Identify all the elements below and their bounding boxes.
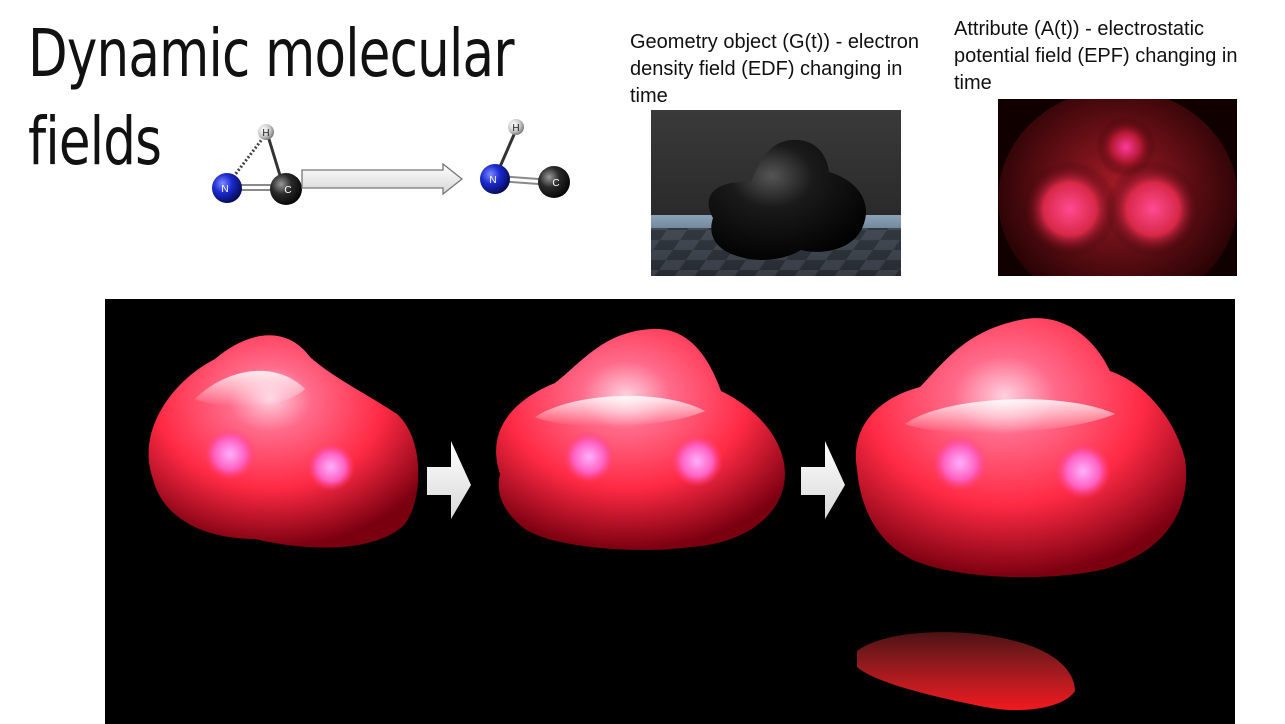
carbon-label: C [552,178,559,189]
sequence-frame-1 [148,335,419,548]
carbon-label: C [284,185,291,196]
slide-title-line-2: fields [28,103,162,180]
electrostatic-potential-field-render [998,99,1237,276]
hydrogen-label: H [262,128,269,139]
nitrogen-atom [480,164,510,194]
edf-caption: Geometry object (G(t)) - electron densit… [630,31,919,107]
nitrogen-label: N [221,184,228,195]
sequence-arrow-icon [427,441,471,519]
epf-carbon-lobe [1105,161,1201,257]
sequence-frame-3 [855,318,1187,711]
epf-hydrogen-lobe [1096,117,1156,177]
carbon-atom [270,173,302,205]
sequence-arrow-icon [801,441,845,519]
frame-3-reflection [857,632,1075,711]
molecule-initial: H N C [212,124,302,205]
carbon-atom [538,166,570,198]
molecule-final: H N C [480,119,570,198]
slide-title: Dynamic molecular fields [28,10,514,186]
nitrogen-label: N [489,175,496,186]
sequence-frame-2 [496,328,785,550]
hydrogen-atom [508,119,524,135]
time-sequence-render [105,299,1235,724]
epf-caption: Attribute (A(t)) - electrostatic potenti… [954,18,1238,94]
epf-nitrogen-lobe [1022,161,1118,257]
electron-density-field-render [651,110,901,276]
transition-arrow-icon [301,162,464,196]
hydrogen-label: H [512,123,519,134]
hydrogen-atom [258,124,274,140]
nitrogen-atom [212,173,242,203]
molecule-transition-scheme: H N C H N C [200,118,580,218]
edf-isosurface [708,139,866,260]
slide-title-line-1: Dynamic molecular [28,15,514,92]
